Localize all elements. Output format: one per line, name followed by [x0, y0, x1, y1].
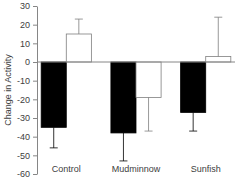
y-tick: -30 [17, 113, 37, 123]
series [66, 17, 231, 131]
x-tick: Mudminnow [112, 164, 161, 174]
bar [41, 62, 66, 127]
y-tick: 20 [20, 20, 37, 30]
error-bar [193, 112, 194, 131]
y-tick: 0 [25, 57, 37, 67]
x-tick-label: Mudminnow [112, 164, 161, 174]
y-tick-mark [33, 62, 37, 63]
y-axis: -60 -50 -40 -30 -20 -10 0 10 20 30 [17, 1, 38, 179]
y-tick-label: -50 [17, 151, 30, 161]
bar [136, 62, 161, 97]
y-tick: -10 [17, 76, 37, 86]
y-tick-label: 30 [20, 1, 30, 11]
y-axis-title: Change in Activity [3, 54, 13, 126]
error-bar [78, 19, 79, 34]
y-tick-label: -10 [17, 76, 30, 86]
y-tick-label: -60 [17, 169, 30, 179]
y-tick-mark [33, 25, 37, 26]
series [41, 62, 206, 161]
y-tick-label: 0 [25, 57, 30, 67]
x-tick: Sunfish [191, 164, 221, 174]
error-bar [148, 97, 149, 131]
error-bar [123, 133, 124, 161]
y-tick-mark [33, 118, 37, 119]
error-cap [214, 17, 222, 18]
y-tick: -20 [17, 95, 37, 105]
y-tick: 30 [20, 1, 37, 11]
y-tick-label: -40 [17, 132, 30, 142]
error-cap [145, 131, 153, 132]
y-tick-mark [33, 6, 37, 7]
y-tick: -40 [17, 132, 37, 142]
x-axis-line [37, 62, 235, 63]
x-tick-label: Sunfish [191, 164, 221, 174]
chart: -60 -50 -40 -30 -20 -10 0 10 20 30 Change in Activ… [0, 0, 240, 181]
error-cap [75, 19, 83, 20]
bar [181, 62, 206, 112]
y-tick: -50 [17, 151, 37, 161]
y-tick-mark [33, 81, 37, 82]
y-tick: -60 [17, 169, 37, 179]
plot-area [41, 17, 231, 161]
y-tick-label: -30 [17, 113, 30, 123]
y-tick-mark [33, 43, 37, 44]
y-tick-mark [33, 155, 37, 156]
y-tick-mark [33, 137, 37, 138]
y-axis-line [37, 7, 38, 175]
error-cap [189, 131, 197, 132]
bar [206, 56, 231, 62]
x-tick: Control [52, 164, 81, 174]
y-tick-label: 10 [20, 39, 30, 49]
error-cap [119, 160, 127, 161]
x-tick-label: Control [52, 164, 81, 174]
y-tick-label: 20 [20, 20, 30, 30]
y-tick-mark [33, 99, 37, 100]
y-tick-mark [33, 174, 37, 175]
bar [66, 34, 91, 62]
error-bar [53, 127, 54, 148]
bar [111, 62, 136, 133]
y-tick-label: -20 [17, 95, 30, 105]
x-axis: Control Mudminnow Sunfish [52, 164, 221, 174]
y-tick: 10 [20, 39, 37, 49]
error-bar [218, 17, 219, 56]
error-cap [50, 147, 58, 148]
